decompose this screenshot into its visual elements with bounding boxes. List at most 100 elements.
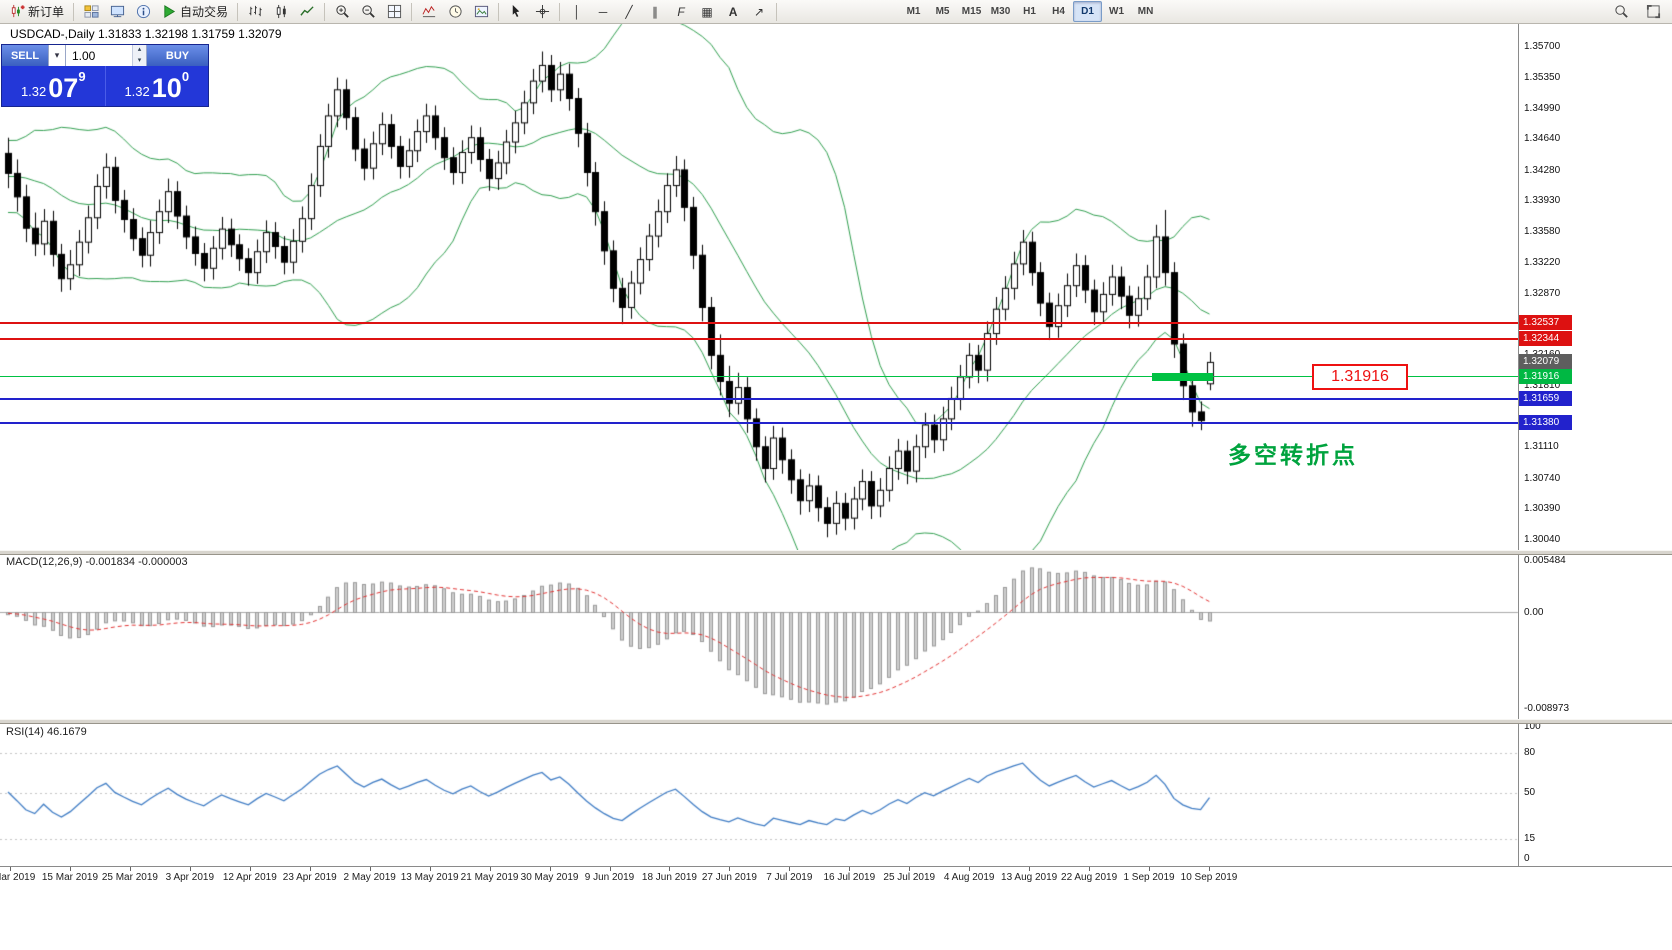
magnifier-icon — [1613, 4, 1629, 20]
date-label: 16 Jul 2019 — [823, 872, 876, 883]
timeframe-m15-button[interactable]: M15 — [961, 6, 982, 17]
turning-zone-marker[interactable] — [1152, 372, 1214, 381]
timeframe-mn-button[interactable]: MN — [1137, 6, 1154, 17]
date-tick — [429, 867, 431, 871]
shapes-tool-button[interactable]: ▦ — [694, 1, 720, 23]
timeframe-m1-button[interactable]: M1 — [906, 6, 921, 17]
market-watch-button[interactable] — [104, 1, 130, 23]
hline-icon: ─ — [598, 4, 608, 19]
sell-price-point: 9 — [78, 69, 86, 84]
data-window-button[interactable] — [130, 1, 156, 23]
toolbar-separator — [776, 2, 778, 21]
date-tick — [849, 867, 851, 871]
full-screen-button[interactable] — [1640, 1, 1666, 23]
price-tag-1.32344: 1.32344 — [1519, 331, 1572, 347]
price-axis-label: 1.33220 — [1524, 257, 1561, 269]
date-label: 1 Sep 2019 — [1123, 872, 1175, 883]
text-tool-button[interactable]: A — [720, 1, 746, 23]
candle-chart-mode-button[interactable] — [268, 1, 294, 23]
search-button[interactable] — [1608, 1, 1634, 23]
price-axis-label: 1.34990 — [1524, 102, 1561, 114]
level-line-1.32537[interactable] — [0, 321, 1518, 324]
expand-icon — [1645, 4, 1661, 20]
templates-button[interactable] — [468, 1, 494, 23]
vertical-line-tool-button[interactable]: │ — [564, 1, 590, 23]
volume-dropdown[interactable]: ▾ — [48, 45, 66, 66]
date-label: 9 Jun 2019 — [584, 872, 635, 883]
timeframe-h1-button[interactable]: H1 — [1023, 6, 1036, 17]
trend-icon: ╱ — [625, 4, 633, 19]
date-label: 7 Jul 2019 — [766, 872, 813, 883]
indicators-list-button[interactable] — [416, 1, 442, 23]
toolbar-separator — [324, 2, 326, 21]
date-tick — [69, 867, 71, 871]
buy-button[interactable]: BUY — [147, 45, 208, 66]
level-line-1.3138[interactable] — [0, 422, 1518, 425]
date-tick — [1089, 867, 1091, 871]
date-tick — [1029, 867, 1031, 871]
horizontal-line-tool-button[interactable]: ─ — [590, 1, 616, 23]
fibonacci-tool-button[interactable]: F — [668, 1, 694, 23]
chart-title: USDCAD-,Daily 1.31833 1.32198 1.31759 1.… — [10, 27, 282, 41]
macd-axis-label: 0.00 — [1524, 606, 1544, 618]
sell-button[interactable]: SELL — [2, 45, 48, 66]
rsi-axis-label: 15 — [1524, 833, 1536, 845]
crosshair-tool-button[interactable] — [529, 1, 555, 23]
tile-windows-button[interactable] — [381, 1, 407, 23]
panel-separator-macd[interactable] — [0, 550, 1672, 555]
price-tag-1.31916: 1.31916 — [1519, 368, 1572, 384]
periods-button[interactable] — [442, 1, 468, 23]
turning-point-annotation[interactable]: 多空转折点 — [1228, 442, 1358, 468]
toolbar-right-icons — [1608, 1, 1668, 23]
price-axis-label: 1.30740 — [1524, 472, 1561, 484]
autotrading-button[interactable]: 自动交易 — [156, 1, 233, 23]
sell-price-panel[interactable]: 1.32 07 9 — [2, 66, 106, 106]
level-line-1.32344[interactable] — [0, 338, 1518, 341]
zoom-in-button[interactable] — [329, 1, 355, 23]
macd-indicator-label: MACD(12,26,9) -0.001834 -0.000003 — [6, 556, 188, 568]
line-chart-mode-button[interactable] — [294, 1, 320, 23]
toolbar-separator — [559, 2, 561, 21]
zoom-in-icon — [334, 4, 350, 20]
date-label: 3 Apr 2019 — [165, 872, 215, 883]
price-tag-1.32537: 1.32537 — [1519, 314, 1572, 330]
new-order-button[interactable]: 新订单 — [4, 1, 69, 23]
sell-price-main: 1.32 — [20, 84, 47, 99]
arrows-tool-button[interactable]: ↗ — [746, 1, 772, 23]
buy-price-panel[interactable]: 1.32 10 0 — [106, 66, 209, 106]
price-axis-label: 1.33930 — [1524, 195, 1561, 207]
timeframe-h4-button[interactable]: H4 — [1052, 6, 1065, 17]
info-icon — [135, 4, 151, 20]
zoom-out-icon — [360, 4, 376, 20]
timeframe-d1-button[interactable]: D1 — [1073, 1, 1103, 22]
panel-separator-rsi[interactable] — [0, 719, 1672, 724]
volume-down-button[interactable]: ▾ — [133, 55, 146, 66]
level-line-1.31916[interactable] — [0, 376, 1518, 378]
volume-input[interactable] — [66, 45, 132, 66]
timeframe-w1-button[interactable]: W1 — [1109, 6, 1125, 17]
date-label: 30 May 2019 — [520, 872, 579, 883]
price-level-callout[interactable]: 1.31916 — [1312, 364, 1408, 390]
timeframe-m5-button[interactable]: M5 — [935, 6, 950, 17]
price-axis-label: 1.30040 — [1524, 533, 1561, 545]
date-tick — [129, 867, 131, 871]
trendline-tool-button[interactable]: ╱ — [616, 1, 642, 23]
candles-icon — [273, 4, 289, 20]
bar-chart-mode-button[interactable] — [242, 1, 268, 23]
level-line-1.31659[interactable] — [0, 397, 1518, 400]
date-label: 15 Mar 2019 — [41, 872, 99, 883]
price-tag-1.31380: 1.31380 — [1519, 415, 1572, 431]
timeframe-m30-button[interactable]: M30 — [990, 6, 1011, 17]
channel-tool-button[interactable]: ∥ — [642, 1, 668, 23]
chart-profiles-button[interactable] — [78, 1, 104, 23]
date-tick — [789, 867, 791, 871]
zoom-out-button[interactable] — [355, 1, 381, 23]
rsi-indicator-label: RSI(14) 46.1679 — [6, 726, 87, 738]
autotrading-label: 自动交易 — [180, 5, 229, 19]
macd-axis-label: 0.005484 — [1524, 555, 1566, 566]
volume-field-wrap: ▴ ▾ — [66, 45, 147, 66]
volume-up-button[interactable]: ▴ — [133, 45, 146, 56]
cursor-tool-button[interactable] — [503, 1, 529, 23]
